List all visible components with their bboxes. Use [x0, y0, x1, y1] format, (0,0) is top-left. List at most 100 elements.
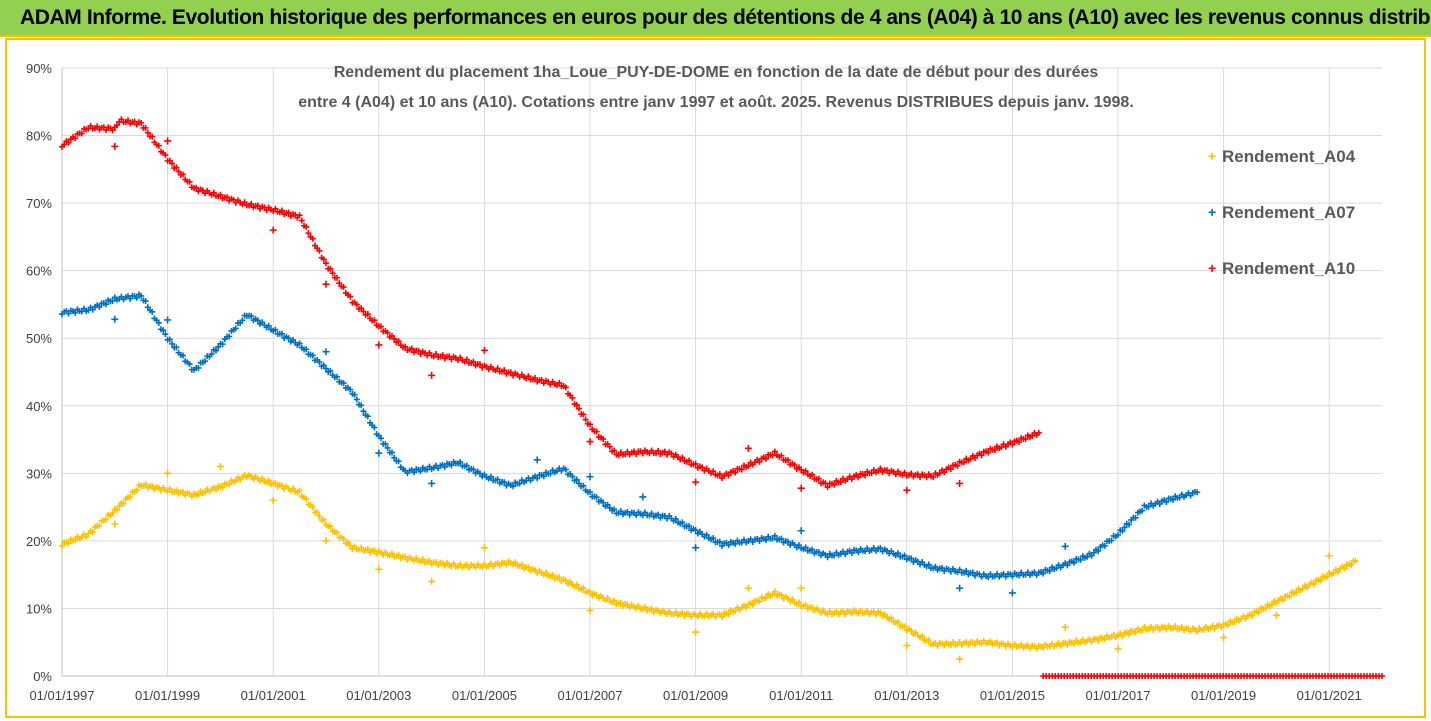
data-point-a04 — [219, 484, 226, 491]
legend-item-a04: + Rendement_A04 — [1208, 147, 1356, 166]
data-point-a07 — [360, 408, 367, 415]
data-point-a07 — [573, 476, 580, 483]
data-point-a04 — [1064, 641, 1071, 648]
data-point-a07 — [316, 358, 323, 365]
data-point-a04 — [314, 509, 321, 516]
x-tick-label: 01/01/2001 — [241, 688, 306, 703]
y-tick-label: 50% — [26, 331, 52, 346]
data-point-a10 — [908, 470, 915, 477]
data-point-a10 — [1029, 432, 1036, 439]
data-point-a10 — [930, 474, 937, 481]
data-point-a04 — [1324, 573, 1330, 580]
data-point-a04 — [1101, 636, 1108, 643]
data-point-a04 — [672, 609, 679, 616]
outlier-point-a04 — [216, 463, 224, 471]
data-point-a10 — [114, 122, 120, 129]
outlier-point-a10 — [956, 479, 964, 487]
x-tick-label: 01/01/1999 — [135, 688, 200, 703]
data-point-a04 — [789, 596, 796, 603]
outlier-point-a04 — [111, 520, 119, 528]
data-point-a07 — [65, 310, 72, 317]
data-point-a04 — [96, 522, 103, 529]
data-point-a04 — [648, 605, 655, 612]
data-point-a04 — [1126, 631, 1132, 638]
outlier-point-a07 — [639, 493, 647, 501]
page-title: ADAM Informe. Evolution historique des p… — [20, 6, 1431, 29]
data-point-a04 — [195, 491, 202, 498]
data-point-a10 — [611, 447, 618, 454]
data-point-a07 — [1163, 499, 1170, 506]
outlier-point-a10 — [797, 484, 805, 492]
data-point-a07 — [824, 554, 831, 561]
data-point-a07 — [1132, 514, 1139, 521]
outlier-point-a07 — [956, 584, 964, 592]
data-point-a04 — [1156, 626, 1163, 633]
data-point-a04 — [457, 561, 464, 568]
data-point-a04 — [919, 633, 926, 640]
data-point-a04 — [173, 487, 180, 494]
data-point-a04 — [472, 564, 479, 571]
data-point-a07 — [679, 519, 686, 526]
data-point-a10 — [532, 375, 538, 382]
data-point-a07 — [353, 396, 360, 403]
data-point-a07 — [208, 351, 215, 358]
data-point-a04 — [1286, 593, 1293, 600]
data-point-a07 — [692, 527, 699, 534]
data-point-a04 — [987, 638, 994, 645]
data-point-a10 — [778, 452, 785, 459]
data-point-a04 — [166, 485, 173, 492]
legend-marker-a07: + — [1208, 204, 1216, 220]
data-point-a04 — [340, 535, 347, 542]
data-point-a07 — [144, 304, 151, 311]
data-point-a10 — [254, 202, 261, 209]
data-point-a07 — [239, 317, 246, 324]
x-tick-label: 01/01/2009 — [663, 688, 728, 703]
data-point-a04 — [265, 477, 272, 484]
data-point-a10 — [327, 265, 334, 272]
data-point-a07 — [1101, 542, 1108, 549]
data-point-a10 — [831, 481, 838, 488]
data-point-a10 — [279, 207, 285, 214]
data-point-a10 — [323, 260, 329, 267]
data-point-a07 — [686, 523, 692, 530]
data-point-a10 — [316, 247, 323, 254]
data-point-a04 — [1330, 569, 1337, 576]
outlier-point-a04 — [269, 496, 277, 504]
data-point-a07 — [617, 508, 624, 515]
data-point-a04 — [580, 585, 587, 592]
legend-item-a07: + Rendement_A07 — [1208, 203, 1355, 222]
data-point-a04 — [226, 481, 233, 488]
data-point-a04 — [1178, 624, 1185, 631]
data-point-a07 — [1119, 527, 1126, 534]
legend-label-a04: Rendement_A04 — [1222, 147, 1356, 166]
outlier-point-a04 — [586, 606, 594, 614]
data-point-a10 — [340, 284, 347, 291]
data-point-a07 — [895, 550, 901, 557]
outlier-point-a10 — [903, 486, 911, 494]
data-point-a07 — [180, 352, 186, 359]
data-point-a07 — [562, 466, 569, 473]
data-point-a10 — [186, 178, 193, 185]
data-point-a10 — [556, 379, 563, 386]
data-point-a07 — [213, 347, 219, 354]
data-point-a04 — [1040, 644, 1047, 651]
data-point-a07 — [1040, 570, 1047, 577]
x-tick-label: 01/01/2013 — [874, 688, 939, 703]
data-point-a04 — [925, 637, 932, 644]
data-point-a04 — [1255, 609, 1262, 616]
data-point-a07 — [877, 544, 884, 551]
data-point-a07 — [470, 466, 477, 473]
outlier-point-a04 — [1220, 633, 1228, 641]
data-point-a04 — [395, 551, 402, 558]
data-point-a04 — [114, 506, 120, 513]
data-point-a04 — [1225, 622, 1231, 629]
data-point-a07 — [72, 309, 79, 316]
x-tick-label: 01/01/2011 — [769, 688, 833, 703]
data-point-a10 — [763, 455, 769, 462]
data-point-a04 — [1018, 641, 1025, 648]
data-point-a07 — [96, 304, 103, 311]
data-point-a04 — [213, 486, 219, 493]
data-point-a04 — [562, 577, 569, 584]
data-point-a04 — [1218, 624, 1225, 631]
data-point-a07 — [1126, 521, 1132, 528]
